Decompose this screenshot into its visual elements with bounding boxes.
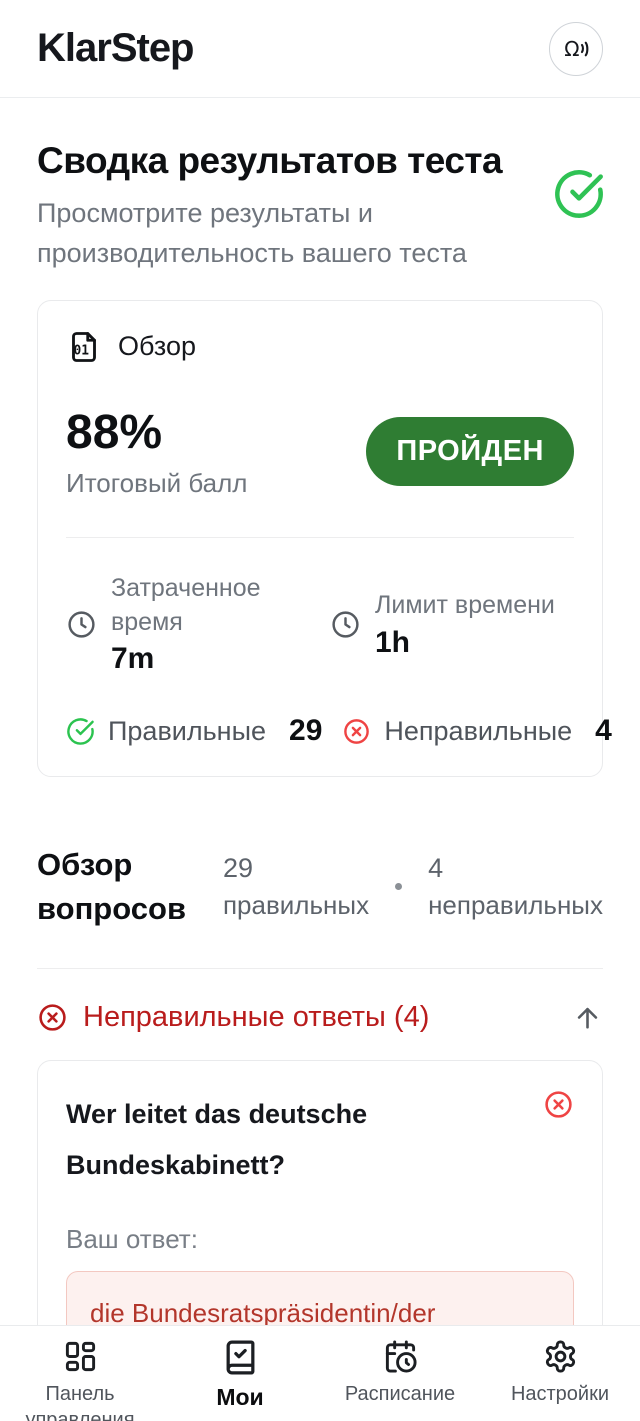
clock-icon [330, 609, 361, 640]
check-circle-icon [66, 717, 95, 746]
collapse-button[interactable] [572, 1002, 603, 1033]
page-title: Сводка результатов теста [37, 140, 503, 181]
dot-separator [395, 883, 403, 891]
bottom-navigation: Панель управления Мои экзамены Расписани… [0, 1325, 640, 1421]
exams-book-icon [222, 1339, 259, 1376]
incorrect-stat-number: 4 [428, 852, 444, 883]
page-subtitle: Просмотрите результаты и производительно… [37, 198, 467, 268]
nav-label-settings: Настройки [510, 1383, 610, 1405]
overview-card: 01 Обзор 88% Итоговый балл ПРОЙДЕН [37, 299, 612, 778]
settings-gear-icon [543, 1339, 578, 1374]
answer-counts: Правильные 29 Неправильные 4 [66, 714, 612, 748]
incorrect-answers-title: Неправильные ответы (4) [83, 1001, 430, 1034]
time-spent-stat: Затраченное время 7m [66, 572, 310, 677]
questions-overview-section: Обзор вопросов 29 правильных 4 неправиль… [37, 843, 603, 930]
arrow-up-icon [572, 1002, 603, 1033]
incorrect-count: Неправильные 4 [342, 714, 612, 748]
score-label: Итоговый балл [66, 467, 248, 498]
nav-label-my-exams: Мои экзамены [184, 1384, 295, 1421]
nav-item-my-exams[interactable]: Мои экзамены [160, 1339, 320, 1421]
card-divider [66, 536, 574, 538]
correct-count: Правильные 29 [66, 714, 322, 748]
x-circle-icon [543, 1089, 574, 1120]
time-stats: Затраченное время 7m Лимит времени 1h [66, 572, 574, 677]
svg-text:Ω: Ω [564, 36, 579, 60]
dashboard-icon [63, 1339, 98, 1374]
questions-overview-stats: 29 правильных 4 неправильных [223, 853, 603, 921]
correct-stat-number: 29 [222, 852, 254, 883]
nav-item-dashboard[interactable]: Панель управления [0, 1339, 160, 1421]
brand-logo: KlarStep [37, 26, 194, 70]
nav-item-settings[interactable]: Настройки [480, 1339, 640, 1407]
questions-overview-title: Обзор вопросов [37, 847, 187, 926]
your-answer-label: Ваш ответ: [66, 1223, 198, 1254]
correct-count-label: Правильные [108, 715, 267, 746]
correct-count-value: 29 [289, 714, 323, 748]
nav-label-dashboard: Панель управления [25, 1383, 135, 1421]
incorrect-count-label: Неправильные [384, 715, 573, 746]
main-content: Сводка результатов теста Просмотрите рез… [0, 140, 640, 1421]
section-divider [37, 968, 603, 970]
nav-item-schedule[interactable]: Расписание [320, 1339, 480, 1407]
audio-assist-button[interactable]: Ω [549, 21, 603, 76]
incorrect-count-value: 4 [595, 714, 612, 748]
time-spent-value: 7m [111, 642, 155, 676]
check-circle-icon [553, 168, 605, 220]
time-limit-label: Лимит времени [375, 590, 555, 619]
hero-section: Сводка результатов теста Просмотрите рез… [37, 140, 603, 274]
clock-icon [66, 609, 97, 640]
incorrect-answers-header-left: Неправильные ответы (4) [37, 1001, 429, 1034]
time-spent-label: Затраченное время [111, 573, 261, 636]
status-badge: ПРОЙДЕН [366, 417, 574, 487]
correct-stat: 29 правильных [223, 853, 369, 921]
calendar-clock-icon [383, 1339, 418, 1374]
time-limit-value: 1h [375, 625, 411, 659]
file-report-icon: 01 [66, 329, 102, 365]
overview-title: Обзор [118, 331, 196, 362]
svg-text:01: 01 [74, 343, 90, 358]
speech-icon: Ω [561, 34, 591, 64]
app-header: KlarStep Ω [0, 0, 640, 98]
question-card-header: Wer leitet das deutsche Bundeskabinett? [66, 1089, 574, 1192]
nav-label-schedule: Расписание [344, 1383, 456, 1405]
incorrect-stat-label: неправильных [428, 889, 603, 920]
overview-card-header: 01 Обзор [66, 329, 574, 365]
incorrect-answers-header[interactable]: Неправильные ответы (4) [37, 1001, 603, 1034]
incorrect-stat: 4 неправильных [428, 853, 603, 921]
score-block: 88% Итоговый балл [66, 405, 247, 499]
time-limit-stat: Лимит времени 1h [330, 572, 574, 677]
score-row: 88% Итоговый балл ПРОЙДЕН [66, 405, 574, 499]
x-circle-icon [37, 1002, 68, 1033]
score-value: 88% [66, 405, 163, 459]
question-text: Wer leitet das deutsche Bundeskabinett? [66, 1099, 368, 1181]
correct-stat-label: правильных [222, 889, 370, 920]
x-circle-icon [342, 717, 371, 746]
